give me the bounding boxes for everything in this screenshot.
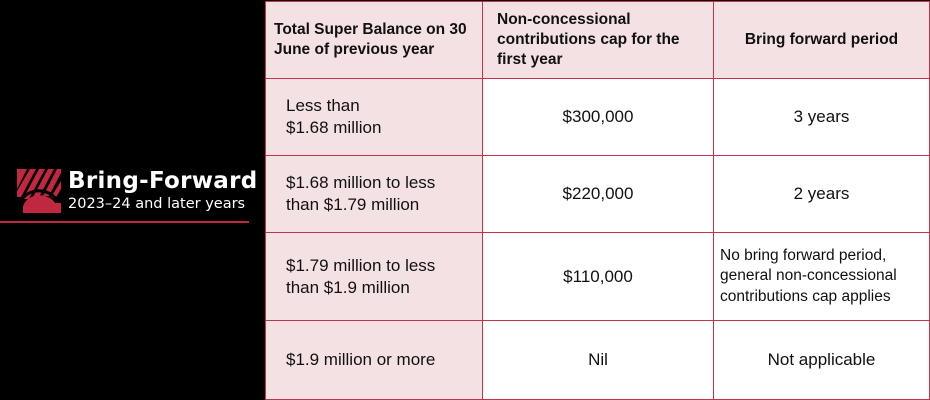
cap-cell: $300,000 xyxy=(482,78,714,156)
table-row: $1.79 million to less than $1.9 million … xyxy=(265,232,930,321)
brand-subtitle: 2023–24 and later years xyxy=(68,196,246,212)
brand-underline xyxy=(0,221,249,223)
balance-cell: $1.68 million to less than $1.79 million xyxy=(265,155,483,233)
table-row: $1.9 million or more Nil Not applicable xyxy=(265,320,930,400)
table-row: $1.68 million to less than $1.79 million… xyxy=(265,155,930,233)
sunrise-stripes-icon xyxy=(17,169,61,213)
brand-title: Bring-Forward xyxy=(68,168,258,194)
period-cell: No bring forward period, general non-con… xyxy=(713,232,930,321)
header-ncc-cap: Non-concessional contributions cap for t… xyxy=(482,1,714,79)
balance-cell: $1.79 million to less than $1.9 million xyxy=(265,232,483,321)
header-bring-forward-period: Bring forward period xyxy=(713,1,930,79)
period-cell: 2 years xyxy=(713,155,930,233)
bring-forward-table: Total Super Balance on 30 June of previo… xyxy=(265,1,930,400)
balance-cell: $1.9 million or more xyxy=(265,320,483,400)
period-cell: Not applicable xyxy=(713,320,930,400)
cap-cell: $110,000 xyxy=(482,232,714,321)
table-row: Less than $1.68 million $300,000 3 years xyxy=(265,78,930,156)
period-cell: 3 years xyxy=(713,78,930,156)
cap-cell: Nil xyxy=(482,320,714,400)
table-header-row: Total Super Balance on 30 June of previo… xyxy=(265,1,930,79)
balance-cell: Less than $1.68 million xyxy=(265,78,483,156)
cap-cell: $220,000 xyxy=(482,155,714,233)
header-total-super-balance: Total Super Balance on 30 June of previo… xyxy=(265,1,483,79)
